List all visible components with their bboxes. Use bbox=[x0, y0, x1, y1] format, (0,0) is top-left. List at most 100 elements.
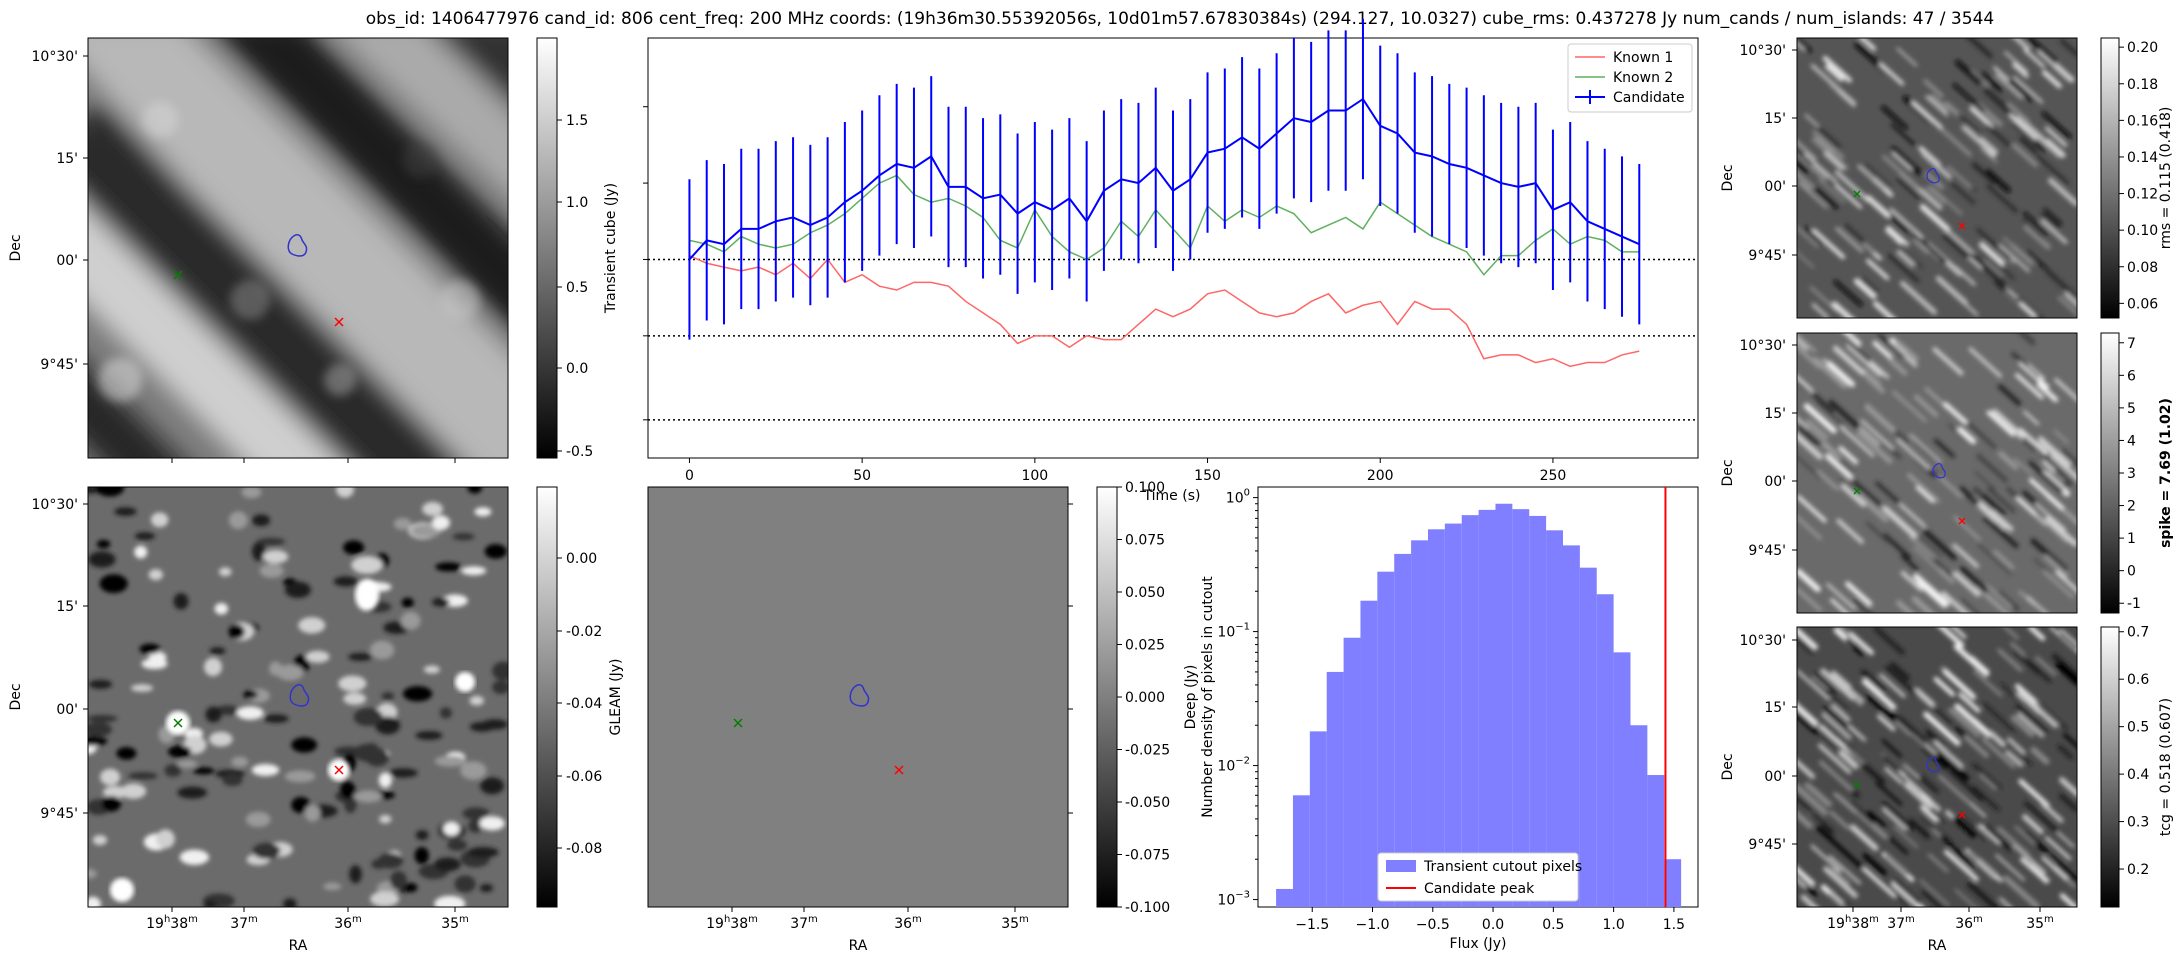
lightcurve-legend: Known 1 Known 2 Candidate bbox=[1567, 43, 1693, 113]
dec-tick-label: 00' bbox=[1764, 769, 1786, 785]
series-line-known-1 bbox=[689, 254, 1640, 368]
x-tick-label: 1.5 bbox=[1663, 917, 1685, 933]
colorbar-label: spike = 7.69 (1.02) bbox=[2158, 398, 2174, 548]
ra-tick-label: 19h38m bbox=[706, 914, 758, 932]
histogram-bar bbox=[1529, 515, 1547, 907]
histogram-bar bbox=[1495, 503, 1513, 907]
dec-tick-label: 9°45' bbox=[40, 806, 78, 822]
colorbar-tick-label: 0.08 bbox=[2127, 260, 2158, 276]
colorbar-tick-label: 0.100 bbox=[1125, 480, 1165, 496]
colorbar-tick-label: -0.02 bbox=[566, 624, 602, 640]
gleam-image-panel: 10°30' 15' 00' 9°45' Dec 19h38m 37m 36m … bbox=[8, 486, 624, 954]
dec-tick-label: 15' bbox=[56, 151, 78, 167]
dec-axis-label: Dec bbox=[8, 234, 24, 261]
candidate-contour bbox=[1926, 167, 1940, 184]
colorbar-tick-label: -0.050 bbox=[1125, 795, 1170, 811]
x-tick-label: 0.5 bbox=[1542, 917, 1564, 933]
dec-axis-label: Dec bbox=[1720, 164, 1736, 191]
candidate-contour bbox=[1932, 462, 1946, 479]
gleam-colorbar bbox=[536, 486, 558, 908]
known1-marker bbox=[733, 718, 743, 728]
series-line-known-2 bbox=[689, 174, 1640, 276]
colorbar-tick-label: 0.6 bbox=[2127, 672, 2149, 688]
spike-image bbox=[1797, 333, 2077, 613]
flux-histogram: −1.5 −1.0 −0.5 0.0 0.5 1.0 1.510010−110−210−3 … bbox=[1200, 486, 1699, 952]
dec-tick-label: 10°30' bbox=[32, 49, 78, 65]
ra-tick-label: 36m bbox=[334, 914, 362, 932]
colorbar-tick-label: 4 bbox=[2127, 433, 2136, 449]
dec-axis-label: Dec bbox=[8, 683, 24, 710]
tcg-image-panel: 10°30' 15' 00' 9°45' Dec 19h38m 37m 36m … bbox=[1720, 625, 2174, 954]
candidate-contour bbox=[287, 234, 308, 257]
legend-entry: Known 2 bbox=[1613, 70, 1673, 86]
known1-marker bbox=[1853, 190, 1861, 198]
colorbar-label: Transient cube (Jy) bbox=[603, 183, 619, 314]
histogram-legend: Transient cutout pixels Candidate peak bbox=[1377, 852, 1582, 902]
colorbar-tick-label: -0.06 bbox=[566, 769, 602, 785]
ra-tick-label: 35m bbox=[2026, 914, 2054, 932]
colorbar-label: GLEAM (Jy) bbox=[608, 659, 624, 736]
histogram-bar bbox=[1411, 540, 1428, 907]
legend-entry: Candidate bbox=[1613, 90, 1685, 106]
histogram-bar bbox=[1276, 888, 1293, 907]
histogram-bar bbox=[1444, 523, 1462, 907]
y-tick-label: 10−2 bbox=[1217, 756, 1250, 775]
colorbar-tick-label: 0.025 bbox=[1125, 638, 1165, 654]
colorbar-tick-label: 0.20 bbox=[2127, 40, 2158, 56]
known2-marker bbox=[1958, 811, 1966, 819]
deep-colorbar bbox=[1096, 486, 1118, 908]
candidate-contour bbox=[1926, 756, 1940, 773]
histogram-xlabel: Flux (Jy) bbox=[1450, 936, 1507, 952]
histogram-bar bbox=[1343, 637, 1361, 907]
ra-axis-label: RA bbox=[849, 938, 868, 954]
legend-entry: Known 1 bbox=[1613, 50, 1673, 66]
known1-marker bbox=[173, 270, 183, 280]
colorbar-tick-label: 1 bbox=[2127, 531, 2136, 547]
spike-colorbar bbox=[2100, 332, 2120, 614]
ra-tick-label: 37m bbox=[790, 914, 818, 932]
colorbar-tick-label: 0.10 bbox=[2127, 223, 2158, 239]
series-line-candidate bbox=[688, 97, 1640, 261]
histogram-bar bbox=[1512, 509, 1530, 907]
colorbar-tick-label: 0.075 bbox=[1125, 533, 1165, 549]
colorbar-tick-label: 7 bbox=[2127, 336, 2136, 352]
colorbar-tick-label: -0.075 bbox=[1125, 848, 1170, 864]
histogram-bar bbox=[1478, 509, 1496, 907]
gleam-image bbox=[88, 487, 508, 907]
dec-tick-label: 00' bbox=[1764, 474, 1786, 490]
histogram-bars bbox=[1276, 487, 1682, 907]
ra-axis-label: RA bbox=[289, 938, 308, 954]
known2-marker bbox=[894, 765, 904, 775]
x-tick-label: 50 bbox=[853, 468, 871, 484]
colorbar-tick-label: 0.0 bbox=[566, 361, 588, 377]
ra-tick-label: 36m bbox=[1955, 914, 1983, 932]
histogram-bar bbox=[1630, 725, 1648, 907]
colorbar-tick-label: 0.18 bbox=[2127, 77, 2158, 93]
ra-axis-label: RA bbox=[1928, 938, 1947, 954]
known1-marker bbox=[173, 718, 183, 728]
figure-title: obs_id: 1406477976 cand_id: 806 cent_fre… bbox=[366, 9, 1994, 29]
legend-entry: Transient cutout pixels bbox=[1423, 859, 1582, 875]
known1-marker bbox=[1853, 487, 1861, 495]
dec-tick-label: 10°30' bbox=[32, 497, 78, 513]
ra-tick-label: 37m bbox=[1887, 914, 1915, 932]
rms-colorbar bbox=[2100, 37, 2120, 319]
known1-marker bbox=[1853, 781, 1861, 789]
y-tick-label: 100 bbox=[1226, 488, 1250, 507]
colorbar-tick-label: 0.12 bbox=[2127, 187, 2158, 203]
colorbar-tick-label: 0.7 bbox=[2127, 625, 2149, 641]
tcg-image bbox=[1797, 627, 2077, 907]
dec-tick-label: 00' bbox=[56, 702, 78, 718]
y-tick-label: 10−1 bbox=[1217, 622, 1250, 641]
dec-tick-label: 10°30' bbox=[1740, 338, 1786, 354]
candidate-contour bbox=[849, 684, 870, 707]
histogram-bar bbox=[1546, 530, 1563, 907]
histogram-bar bbox=[1309, 731, 1327, 907]
ra-tick-label: 19h38m bbox=[146, 914, 198, 932]
histogram-bar bbox=[1579, 567, 1597, 907]
dec-tick-label: 9°45' bbox=[1748, 543, 1786, 559]
spike-image-panel: 10°30' 15' 00' 9°45' Dec 7 6 5 4 3 2 1 0 -1 spik… bbox=[1720, 332, 2174, 614]
histogram-bar bbox=[1664, 859, 1682, 907]
colorbar-tick-label: 0.3 bbox=[2127, 815, 2149, 831]
